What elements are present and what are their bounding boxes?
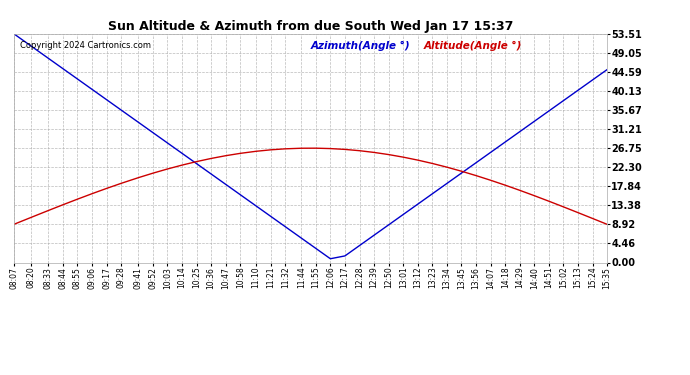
Text: Copyright 2024 Cartronics.com: Copyright 2024 Cartronics.com [20,40,150,50]
Text: Altitude(Angle °): Altitude(Angle °) [423,40,522,51]
Text: Azimuth(Angle °): Azimuth(Angle °) [310,40,410,51]
Title: Sun Altitude & Azimuth from due South Wed Jan 17 15:37: Sun Altitude & Azimuth from due South We… [108,20,513,33]
